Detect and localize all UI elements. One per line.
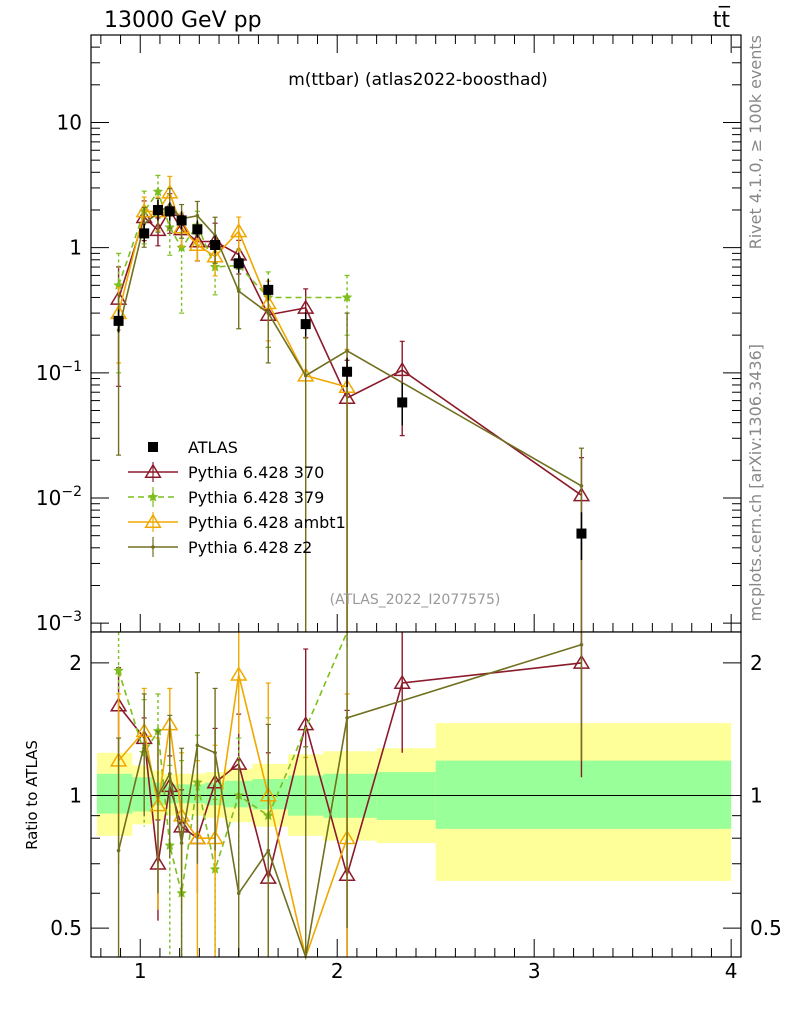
main-y-tick-base: 10: [36, 611, 61, 635]
ratio-series-layer: [109, 631, 591, 961]
data-point: [176, 215, 187, 226]
main-y-tick-exponent: −3: [61, 609, 82, 625]
legend-marker-z2: [151, 545, 155, 549]
ratio-point-z2: [579, 642, 584, 647]
ratio-point-z2: [266, 848, 271, 853]
series-point-p379: [341, 291, 353, 303]
data-point: [397, 397, 408, 408]
series-point-p370: [393, 361, 411, 377]
legend-label-z2: Pythia 6.428 z2: [188, 538, 312, 557]
data-point: [233, 258, 244, 269]
side-label-rivet: Rivet 4.1.0, ≥ 100k events: [746, 35, 765, 249]
data-point: [164, 206, 175, 217]
ratio-panel: 0.5 0.5 1 1 2 2 1 2 3 4 Ratio to ATLAS: [23, 35, 782, 983]
ratio-band-inner: [376, 772, 436, 820]
ratio-point-ambt1: [230, 666, 248, 681]
ratio-line-z2: [117, 643, 582, 961]
ratio-y-label: Ratio to ATLAS: [23, 740, 41, 850]
ratio-point-z2: [142, 743, 146, 748]
ratio-point-z2: [236, 891, 241, 896]
ratio-bands: [96, 723, 732, 881]
legend-label-ambt1: Pythia 6.428 ambt1: [188, 513, 346, 532]
ratio-y-tick-label: 2: [69, 651, 82, 675]
ratio-point-z2: [345, 716, 349, 720]
data-point: [139, 228, 150, 239]
series-point-p370: [149, 221, 167, 237]
series-point-z2: [579, 484, 584, 488]
series-line-p379: [117, 189, 348, 299]
main-y-tick-exponent: −1: [61, 359, 82, 375]
x-tick-label: 3: [528, 959, 541, 983]
ratio-band-inner: [132, 777, 153, 812]
legend: ATLAS Pythia 6.428 370 Pythia 6.428 379 Pyt…: [128, 438, 346, 557]
ratio-point-p370: [393, 674, 411, 690]
data-point: [342, 366, 353, 377]
series-point-p379: [152, 186, 164, 197]
series-point-z2: [303, 373, 308, 378]
legend-marker-p370: [144, 463, 162, 478]
x-tick-label: 4: [725, 959, 738, 983]
legend-label-atlas: ATLAS: [188, 438, 238, 457]
ratio-point-z2: [179, 841, 184, 845]
main-y-tick-base: 10: [36, 486, 61, 510]
ratio-point-z2: [156, 793, 160, 798]
series-point-z2: [236, 289, 241, 293]
series-point-z2: [345, 348, 349, 353]
ratio-line-p379: [117, 631, 348, 894]
main-y-tick-label: 10−3: [36, 609, 82, 635]
plot-title: m(ttbar) (atlas2022-boosthad): [288, 70, 548, 90]
ratio-band-inner: [96, 773, 133, 814]
ratio-y-tick-label: 0.5: [50, 916, 82, 940]
side-label-mcplots: mcplots.cern.ch [arXiv:1306.3436]: [746, 344, 765, 621]
ratio-band-inner: [435, 760, 732, 829]
data-point: [113, 315, 124, 326]
main-y-tick-base: 10: [36, 361, 61, 385]
x-tick-label: 2: [331, 959, 344, 983]
data-point: [210, 240, 221, 251]
data-point: [576, 528, 587, 539]
header-right: tt̅: [713, 6, 731, 33]
ratio-series-z2: [116, 632, 584, 961]
ratio-point-z2: [167, 772, 172, 776]
x-axis: 1 2 3 4: [100, 35, 738, 983]
analysis-label: (ATLAS_2022_I2077575): [330, 592, 501, 608]
ratio-point-z2: [116, 848, 121, 853]
data-point: [192, 224, 203, 235]
ratio-point-p379: [113, 665, 124, 676]
legend-marker-ambt1: [144, 513, 162, 528]
ratio-point-z2: [213, 750, 217, 755]
series-point-ambt1: [188, 236, 207, 252]
x-tick-label: 1: [134, 959, 147, 983]
series-point-z2: [195, 213, 200, 218]
main-y-tick-label: 10−1: [36, 359, 82, 385]
legend-label-p370: Pythia 6.428 370: [188, 463, 324, 482]
ratio-y-tick-label-right: 1: [750, 783, 763, 807]
main-y-tick-exponent: −2: [61, 484, 82, 500]
series-point-z2: [266, 311, 271, 315]
ratio-point-z2: [195, 743, 200, 748]
ratio-y-axis: 0.5 0.5 1 1 2 2: [50, 651, 782, 940]
data-point: [263, 284, 274, 295]
data-point: [300, 319, 311, 330]
main-y-tick-label: 10: [57, 110, 82, 134]
ratio-y-tick-label-right: 2: [750, 651, 763, 675]
main-frame: [91, 35, 741, 632]
data-point: [152, 204, 163, 215]
main-y-tick-label: 1: [69, 236, 82, 260]
legend-marker-atlas: [148, 442, 158, 452]
series-point-ambt1: [230, 222, 248, 238]
header-left: 13000 GeV pp: [104, 8, 262, 33]
main-y-tick-label: 10−2: [36, 484, 82, 510]
ratio-y-tick-label-right: 0.5: [750, 916, 782, 940]
main-series-layer: [109, 174, 591, 632]
ratio-y-tick-label: 1: [69, 783, 82, 807]
legend-marker-p379: [147, 491, 159, 502]
legend-label-p379: Pythia 6.428 379: [188, 488, 324, 507]
series-atlas-data: [113, 200, 587, 560]
